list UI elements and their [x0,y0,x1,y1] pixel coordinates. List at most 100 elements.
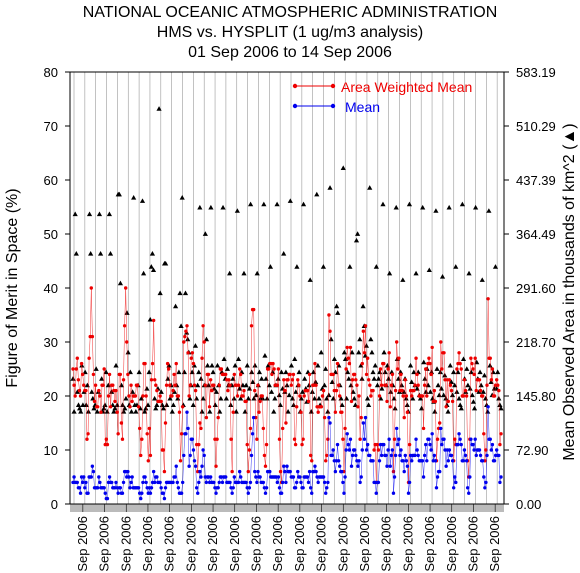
mean-point [328,421,332,425]
mean-point [291,475,296,479]
area-weighted-mean-point [354,378,358,382]
mean-point [148,491,153,495]
area-weighted-mean-point [307,372,312,377]
area-weighted-mean-point [440,367,444,371]
observed-area-point [200,395,206,401]
observed-area-point [94,409,100,414]
mean-point [141,480,145,485]
area-weighted-mean-point [74,367,78,371]
observed-area-point [148,264,154,269]
area-weighted-mean-point [159,399,163,404]
area-weighted-mean-point [207,405,212,409]
observed-area-point [118,382,125,388]
mean-point [284,480,288,485]
area-weighted-mean-point [415,372,419,377]
mean-point [264,486,269,490]
mean-point [348,437,353,441]
area-weighted-mean-point [202,340,206,344]
mean-point [485,453,489,458]
observed-area-point [164,402,170,408]
area-weighted-mean-point [344,367,348,371]
observed-area-point [300,201,307,207]
area-weighted-mean-point [170,394,174,398]
mean-point [324,491,328,495]
area-weighted-mean-point [203,383,207,387]
area-weighted-mean-point [481,394,485,398]
observed-area-point [340,165,346,170]
observed-area-point [143,405,149,411]
mean-point [153,480,157,485]
area-weighted-mean-point [114,388,118,393]
observed-area-point [268,389,275,394]
area-weighted-mean-point [297,383,301,387]
observed-area-point [450,369,457,375]
area-weighted-mean-point [425,394,429,398]
observed-area-point [320,264,327,269]
mean-point [391,491,396,495]
legend: Area Weighted Mean Mean [292,79,472,115]
area-weighted-mean-point [239,372,243,377]
right-tick-label: 0.00 [516,497,541,512]
area-weighted-mean-point [496,383,500,387]
mean-point [345,432,349,436]
mean-point [425,459,429,463]
observed-area-point [177,290,183,296]
area-weighted-mean-point [72,383,76,387]
observed-area-point [400,277,406,282]
mean-point [230,491,234,495]
observed-area-point [195,382,201,388]
area-weighted-mean-point [336,383,341,387]
area-weighted-mean-point [219,367,224,371]
mean-point [254,475,258,479]
observed-area-point [112,405,118,411]
area-weighted-mean-point [360,361,364,366]
observed-area-point [457,402,463,408]
observed-area-point [198,376,204,381]
observed-area-point [492,264,499,269]
observed-area-point [328,336,334,342]
observed-area-point [357,336,363,342]
area-weighted-mean-point [292,437,297,441]
area-weighted-mean-point [86,432,90,436]
observed-area-point [169,409,175,414]
observed-area-point [71,409,77,414]
area-weighted-mean-point [228,383,232,387]
area-weighted-mean-point [379,383,384,387]
mean-point [439,426,443,431]
area-weighted-mean-point [251,307,256,312]
mean-point [432,453,437,458]
mean-point [331,448,335,452]
mean-point [326,480,330,485]
mean-point [350,453,355,458]
mean-point [192,459,197,463]
mean-point [458,437,462,441]
mean-point [263,491,268,495]
observed-area-point [330,395,336,401]
area-weighted-mean-point [97,388,101,393]
area-weighted-mean-point [120,437,125,441]
mean-point [390,448,395,452]
mean-point [105,496,110,501]
observed-area-point [430,395,436,401]
area-weighted-mean-point [278,469,283,474]
observed-area-point [356,349,362,355]
x-tick-label: Sep 2006 [335,516,350,572]
mean-point [158,480,162,485]
mean-point [357,459,361,463]
observed-area-point [89,389,95,394]
x-tick-label: Sep 2006 [292,516,307,572]
area-weighted-mean-point [71,367,75,371]
observed-area-point [370,369,376,375]
area-weighted-mean-point [477,378,482,382]
area-weighted-mean-point [206,372,211,377]
mean-point [468,475,472,479]
observed-area-point [196,369,202,375]
mean-point [401,459,405,463]
area-weighted-mean-point [286,378,290,382]
mean-point [255,480,259,485]
area-weighted-mean-point [104,437,109,441]
observed-area-point [310,369,317,375]
mean-point [110,480,114,485]
observed-area-point [478,382,484,388]
observed-area-point [380,201,386,207]
